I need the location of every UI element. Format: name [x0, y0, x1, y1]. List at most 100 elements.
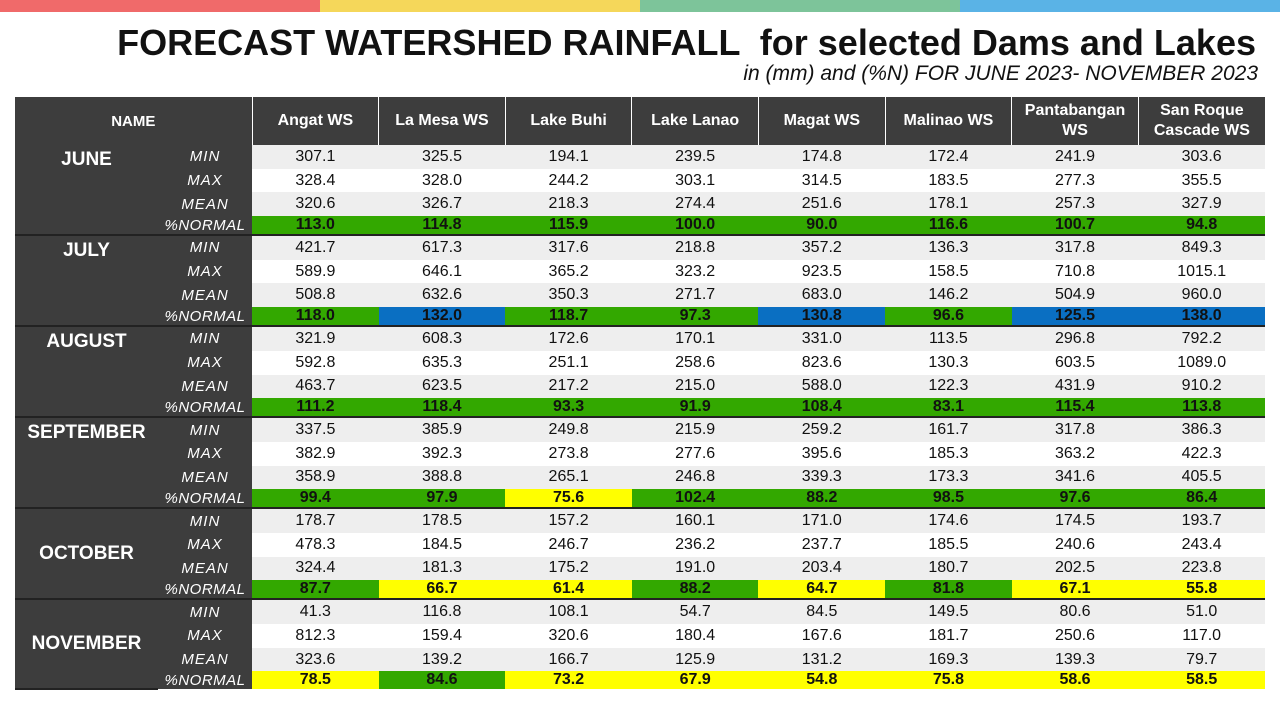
percent-normal-cell: 78.5 [252, 671, 379, 690]
rainfall-value-cell: 122.3 [885, 374, 1012, 399]
rainfall-value-cell: 173.3 [885, 465, 1012, 490]
stat-label: MIN [158, 235, 253, 260]
rainfall-value-cell: 80.6 [1011, 599, 1139, 624]
rainfall-value-cell: 358.9 [252, 465, 379, 490]
rainfall-value-cell: 54.7 [631, 599, 759, 624]
rainfall-value-cell: 249.8 [505, 417, 632, 442]
table-row: MEAN 358.9 388.8 265.1 246.8 339.3 173.3 341.6 4… [15, 465, 1265, 490]
rainfall-value-cell: 478.3 [252, 532, 379, 557]
stat-label: MAX [158, 168, 253, 193]
rainfall-value-cell: 504.9 [1011, 283, 1139, 308]
page-subtitle: in (mm) and (%N) FOR JUNE 2023- NOVEMBER… [743, 62, 1258, 85]
rainfall-value-cell: 323.6 [252, 647, 379, 672]
rainfall-value-cell: 274.4 [631, 192, 759, 217]
stat-label: MEAN [158, 192, 253, 217]
rainfall-value-cell: 244.2 [505, 168, 632, 193]
percent-normal-cell: 102.4 [631, 489, 759, 510]
rainfall-value-cell: 215.9 [631, 417, 759, 442]
rainfall-value-cell: 258.6 [631, 350, 759, 375]
percent-normal-cell: 64.7 [758, 580, 886, 601]
rainfall-value-cell: 589.9 [252, 259, 379, 284]
rainfall-value-cell: 355.5 [1138, 168, 1265, 193]
rainfall-value-cell: 174.8 [758, 145, 886, 169]
table-row: JUNE MIN 307.1 325.5 194.1 239.5 174.8 172.4 241… [15, 145, 1265, 237]
top-bar-red-segment [0, 0, 320, 12]
rainfall-value-cell: 158.5 [885, 259, 1012, 284]
percent-normal-cell: 97.3 [631, 307, 759, 328]
rainfall-value-cell: 683.0 [758, 283, 886, 308]
table-row: MAX 382.9 392.3 273.8 277.6 395.6 185.3 363.2 42… [15, 441, 1265, 466]
rainfall-value-cell: 166.7 [505, 647, 632, 672]
rainfall-value-cell: 331.0 [758, 326, 886, 351]
rainfall-value-cell: 422.3 [1138, 441, 1265, 466]
table-row: MAX 328.4 328.0 244.2 303.1 314.5 183.5 277.3 35… [15, 168, 1265, 193]
rainfall-value-cell: 193.7 [1138, 508, 1265, 533]
rainfall-value-cell: 1015.1 [1138, 259, 1265, 284]
rainfall-value-cell: 79.7 [1138, 647, 1265, 672]
rainfall-value-cell: 812.3 [252, 624, 379, 648]
column-header: Pantabangan WS [1011, 97, 1139, 145]
rainfall-value-cell: 251.1 [505, 350, 632, 375]
month-label: JULY [15, 235, 159, 328]
rainfall-value-cell: 178.1 [885, 192, 1012, 217]
percent-normal-cell: 111.2 [252, 398, 379, 419]
stat-label: MAX [158, 532, 253, 557]
rainfall-value-cell: 139.3 [1011, 647, 1139, 672]
rainfall-value-cell: 382.9 [252, 441, 379, 466]
rainfall-value-cell: 321.9 [252, 326, 379, 351]
column-header: Lake Buhi [504, 97, 632, 145]
table-row: %NORMAL 113.0 114.8 115.9 100.0 90.0 116.6 100.… [15, 216, 1265, 237]
rainfall-value-cell: 910.2 [1138, 374, 1265, 399]
percent-normal-cell: 86.4 [1138, 489, 1265, 510]
table-header-row: NAME Angat WS La Mesa WS Lake Buhi Lake … [15, 97, 1265, 145]
rainfall-value-cell: 395.6 [758, 441, 886, 466]
table-row: MAX 592.8 635.3 251.1 258.6 823.6 130.3 603.5 10… [15, 350, 1265, 375]
rainfall-value-cell: 923.5 [758, 259, 886, 284]
table-row: MEAN 324.4 181.3 175.2 191.0 203.4 180.7 202.5 2… [15, 556, 1265, 581]
rainfall-value-cell: 84.5 [758, 599, 886, 624]
rainfall-value-cell: 592.8 [252, 350, 379, 375]
rainfall-value-cell: 392.3 [378, 441, 506, 466]
rainfall-value-cell: 339.3 [758, 465, 886, 490]
stat-label: MAX [158, 624, 253, 648]
stat-label: MEAN [158, 647, 253, 672]
rainfall-value-cell: 257.3 [1011, 192, 1139, 217]
column-header: Magat WS [757, 97, 886, 145]
rainfall-value-cell: 183.5 [885, 168, 1012, 193]
rainfall-value-cell: 136.3 [885, 235, 1012, 260]
percent-normal-cell: 87.7 [252, 580, 379, 601]
rainfall-value-cell: 603.5 [1011, 350, 1139, 375]
percent-normal-cell: 98.5 [885, 489, 1012, 510]
percent-normal-cell: 118.7 [505, 307, 632, 328]
stat-label: %NORMAL [158, 489, 253, 510]
rainfall-value-cell: 250.6 [1011, 624, 1139, 648]
rainfall-value-cell: 386.3 [1138, 417, 1265, 442]
rainfall-value-cell: 236.2 [631, 532, 759, 557]
rainfall-value-cell: 259.2 [758, 417, 886, 442]
percent-normal-cell: 130.8 [758, 307, 886, 328]
rainfall-value-cell: 243.4 [1138, 532, 1265, 557]
rainfall-value-cell: 161.7 [885, 417, 1012, 442]
rainfall-value-cell: 273.8 [505, 441, 632, 466]
rainfall-value-cell: 350.3 [505, 283, 632, 308]
rainfall-value-cell: 175.2 [505, 556, 632, 581]
rainfall-value-cell: 588.0 [758, 374, 886, 399]
percent-normal-cell: 91.9 [631, 398, 759, 419]
top-bar-green-segment [640, 0, 960, 12]
percent-normal-cell: 66.7 [378, 580, 506, 601]
rainfall-value-cell: 51.0 [1138, 599, 1265, 624]
stat-label: MAX [158, 441, 253, 466]
rainfall-value-cell: 623.5 [378, 374, 506, 399]
rainfall-value-cell: 159.4 [378, 624, 506, 648]
rainfall-value-cell: 172.6 [505, 326, 632, 351]
rainfall-value-cell: 113.5 [885, 326, 1012, 351]
rainfall-value-cell: 239.5 [631, 145, 759, 169]
rainfall-value-cell: 223.8 [1138, 556, 1265, 581]
rainfall-value-cell: 405.5 [1138, 465, 1265, 490]
rainfall-value-cell: 431.9 [1011, 374, 1139, 399]
rainfall-value-cell: 181.3 [378, 556, 506, 581]
percent-normal-cell: 97.6 [1011, 489, 1139, 510]
percent-normal-cell: 67.9 [631, 671, 759, 690]
name-column-header: NAME [15, 97, 253, 145]
column-header: San Roque Cascade WS [1137, 97, 1265, 145]
